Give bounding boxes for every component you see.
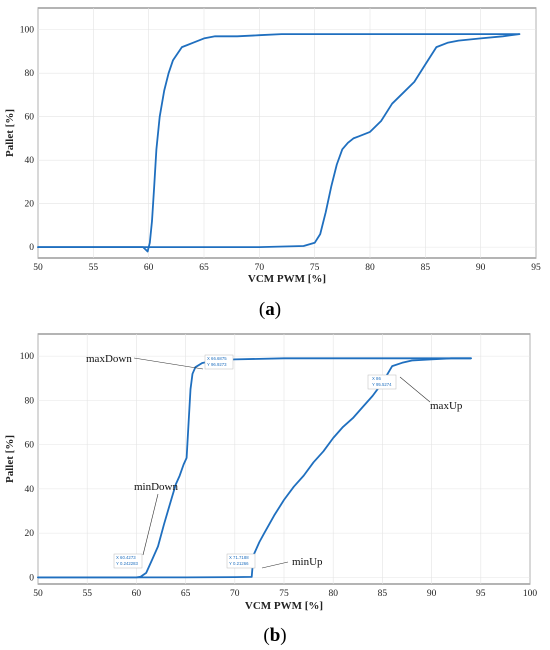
annotation-label-maxdown: maxDown bbox=[86, 353, 132, 365]
annotation-maxup: X 86 Y 95.5274 maxUp bbox=[367, 374, 463, 412]
x-tick-label: 50 bbox=[33, 589, 43, 599]
chart-panel-b: 50 55 60 65 70 75 80 85 90 95 100 0 20 40 60 80 100 maxD… bbox=[4, 333, 538, 646]
x-tick-label: 90 bbox=[427, 589, 437, 599]
x-tick-label: 70 bbox=[255, 263, 265, 273]
datatip-mindown bbox=[113, 553, 143, 569]
datatip-x-maxup: X 86 bbox=[372, 376, 381, 381]
x-tick-label: 55 bbox=[82, 589, 92, 599]
y-tick-label: 100 bbox=[20, 26, 35, 36]
panel-letter-a: a bbox=[265, 299, 275, 320]
x-axis-label-a: VCM PWM [%] bbox=[248, 273, 326, 285]
datatip-maxup bbox=[367, 374, 397, 390]
annotation-maxdown: maxDown X 66.6875 Y 96.9273 bbox=[86, 353, 234, 370]
series-line-a-2 bbox=[37, 33, 521, 249]
y-tick-label: 40 bbox=[25, 156, 35, 166]
y-tick-label: 0 bbox=[29, 573, 34, 583]
x-tick-label: 65 bbox=[199, 263, 209, 273]
x-axis-label-b: VCM PWM [%] bbox=[245, 600, 323, 612]
annotation-arrow-minup bbox=[261, 561, 289, 569]
x-tick-label: 75 bbox=[310, 263, 320, 273]
datatip-maxdown bbox=[204, 354, 234, 370]
datatip-y-mindown: Y 0.242283 bbox=[116, 561, 139, 566]
datatip-x-maxdown: X 66.6875 bbox=[207, 356, 227, 361]
x-tick-label: 85 bbox=[378, 589, 388, 599]
x-tick-label: 95 bbox=[531, 263, 541, 273]
series-line-b-2 bbox=[37, 357, 472, 579]
y-axis-label-a: Pallet [%] bbox=[4, 109, 16, 157]
panel-letter-b: b bbox=[270, 625, 281, 646]
y-tick-label: 100 bbox=[20, 352, 35, 362]
y-tick-label: 60 bbox=[25, 441, 35, 451]
x-tick-label: 80 bbox=[328, 589, 338, 599]
x-tick-label: 75 bbox=[279, 589, 289, 599]
y-axis-label-b: Pallet [%] bbox=[4, 435, 16, 483]
datatip-y-minup: Y 0.21266 bbox=[229, 561, 249, 566]
x-tick-label: 100 bbox=[523, 589, 538, 599]
x-tick-label: 50 bbox=[33, 263, 43, 273]
x-tick-label: 85 bbox=[421, 263, 431, 273]
x-tick-label: 55 bbox=[89, 263, 99, 273]
x-tick-label: 65 bbox=[181, 589, 191, 599]
annotation-label-minup: minUp bbox=[292, 556, 323, 568]
x-tick-label: 80 bbox=[365, 263, 375, 273]
ticks-b: 50 55 60 65 70 75 80 85 90 95 100 0 20 40 60 80 100 bbox=[20, 352, 538, 599]
x-tick-label: 95 bbox=[476, 589, 486, 599]
x-tick-label: 90 bbox=[476, 263, 486, 273]
annotation-label-mindown: minDown bbox=[134, 481, 179, 493]
panel-label-a: (a) bbox=[259, 299, 281, 320]
y-tick-label: 0 bbox=[29, 243, 34, 253]
datatip-x-minup: X 71.7188 bbox=[229, 555, 249, 560]
annotation-minup: X 71.7188 Y 0.21266 minUp bbox=[226, 553, 323, 569]
y-tick-label: 60 bbox=[25, 113, 35, 123]
series-line-b-1 bbox=[37, 357, 472, 579]
ticks-a: 50 55 60 65 70 75 80 85 90 95 0 20 40 60 80 100 bbox=[20, 26, 541, 273]
y-tick-label: 80 bbox=[25, 396, 35, 406]
x-tick-label: 60 bbox=[132, 589, 142, 599]
annotation-arrow-mindown bbox=[142, 493, 159, 556]
datatip-y-maxdown: Y 96.9273 bbox=[207, 362, 227, 367]
plot-area-a bbox=[37, 7, 537, 259]
annotation-arrow-maxdown bbox=[133, 357, 204, 370]
x-tick-label: 70 bbox=[230, 589, 240, 599]
y-tick-label: 20 bbox=[25, 200, 35, 210]
x-tick-label: 60 bbox=[144, 263, 154, 273]
series-lines-a bbox=[37, 33, 521, 253]
annotation-mindown: minDown X 60.4273 Y 0.242283 bbox=[113, 481, 179, 569]
y-tick-label: 20 bbox=[25, 529, 35, 539]
y-tick-label: 40 bbox=[25, 485, 35, 495]
panel-label-b: (b) bbox=[263, 625, 286, 646]
annotation-arrow-maxup bbox=[399, 376, 431, 403]
datatip-minup bbox=[226, 553, 256, 569]
datatip-y-maxup: Y 95.5274 bbox=[372, 382, 392, 387]
datatip-x-mindown: X 60.4273 bbox=[116, 555, 136, 560]
chart-panel-a: 50 55 60 65 70 75 80 85 90 95 0 20 40 60 80 100 VCM PWM… bbox=[4, 7, 541, 320]
series-lines-b bbox=[37, 357, 472, 579]
series-line-a-1 bbox=[37, 33, 521, 253]
y-tick-label: 80 bbox=[25, 69, 35, 79]
annotation-label-maxup: maxUp bbox=[430, 400, 463, 412]
